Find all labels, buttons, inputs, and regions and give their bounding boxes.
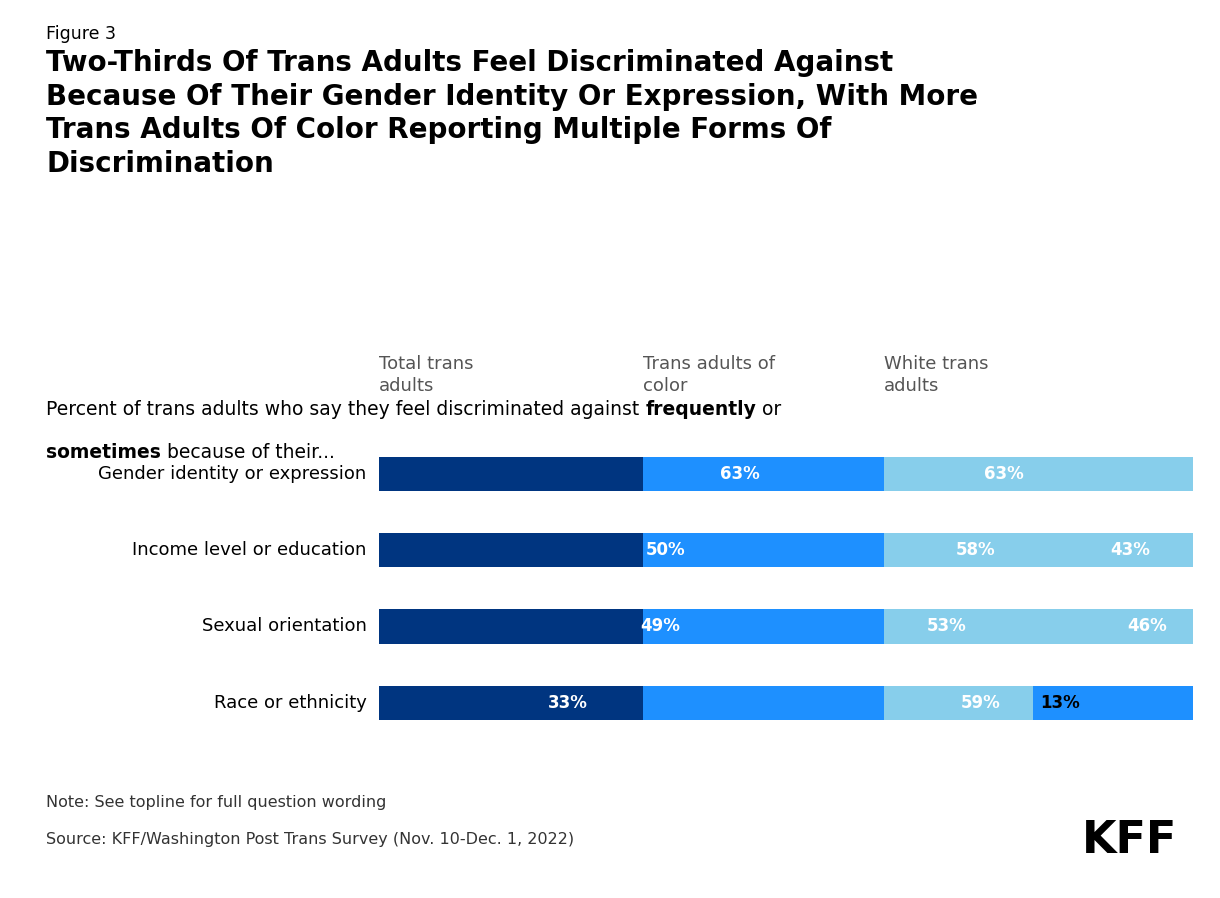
Text: Trans adults of
color: Trans adults of color xyxy=(643,355,775,395)
Text: 49%: 49% xyxy=(640,617,680,636)
Text: Note: See topline for full question wording: Note: See topline for full question word… xyxy=(46,795,387,810)
Bar xyxy=(379,456,1102,491)
Bar xyxy=(883,456,1220,491)
Text: 58%: 58% xyxy=(955,541,996,559)
Text: Two-Thirds Of Trans Adults Feel Discriminated Against
Because Of Their Gender Id: Two-Thirds Of Trans Adults Feel Discrimi… xyxy=(46,49,978,178)
Text: Total trans
adults: Total trans adults xyxy=(379,355,473,395)
Text: 50%: 50% xyxy=(645,541,686,559)
Bar xyxy=(379,609,941,644)
Text: because of their...: because of their... xyxy=(161,443,336,462)
Bar xyxy=(643,456,1220,491)
Text: 63%: 63% xyxy=(985,464,1024,483)
Text: Source: KFF/Washington Post Trans Survey (Nov. 10-Dec. 1, 2022): Source: KFF/Washington Post Trans Survey… xyxy=(46,832,575,848)
Text: Percent of trans adults who say they feel discriminated against: Percent of trans adults who say they fee… xyxy=(46,400,645,418)
Text: or: or xyxy=(756,400,782,418)
Bar xyxy=(379,685,758,720)
Text: 33%: 33% xyxy=(548,693,588,712)
Bar xyxy=(883,609,1220,644)
Text: KFF: KFF xyxy=(1082,819,1177,862)
Bar xyxy=(883,685,1032,720)
Text: 53%: 53% xyxy=(927,617,966,636)
Text: Sexual orientation: Sexual orientation xyxy=(201,617,367,636)
Text: 43%: 43% xyxy=(1110,541,1150,559)
Text: 13%: 13% xyxy=(1041,693,1080,712)
Text: Gender identity or expression: Gender identity or expression xyxy=(99,464,367,483)
Bar xyxy=(643,609,1220,644)
Text: White trans
adults: White trans adults xyxy=(883,355,988,395)
Text: sometimes: sometimes xyxy=(46,443,161,462)
Text: Figure 3: Figure 3 xyxy=(46,25,116,43)
Text: Income level or education: Income level or education xyxy=(132,541,367,559)
Text: 59%: 59% xyxy=(961,693,1000,712)
Text: Race or ethnicity: Race or ethnicity xyxy=(214,693,367,712)
Bar xyxy=(379,533,953,568)
Text: 46%: 46% xyxy=(1127,617,1168,636)
Text: frequently: frequently xyxy=(645,400,756,418)
Bar xyxy=(643,533,1220,568)
Text: 63%: 63% xyxy=(720,464,760,483)
Bar xyxy=(883,533,1220,568)
Bar xyxy=(643,685,1220,720)
